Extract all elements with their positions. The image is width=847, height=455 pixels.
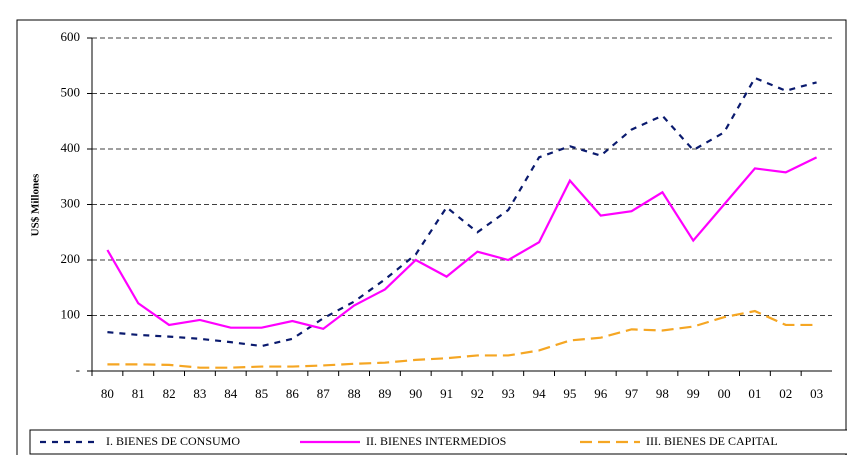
x-tick-label: 88 bbox=[348, 386, 361, 401]
y-tick-label: 100 bbox=[61, 306, 81, 321]
x-tick-label: 92 bbox=[471, 386, 484, 401]
x-tick-label: 84 bbox=[224, 386, 238, 401]
y-tick-label: 300 bbox=[61, 195, 81, 210]
series-line bbox=[106, 156, 818, 331]
series-line bbox=[107, 309, 817, 369]
x-tick-label: 90 bbox=[409, 386, 422, 401]
x-tick-label: 89 bbox=[378, 386, 391, 401]
legend-label: III. BIENES DE CAPITAL bbox=[646, 434, 778, 448]
x-tick-label: 85 bbox=[255, 386, 268, 401]
y-tick-label: - bbox=[76, 362, 80, 377]
y-tick-label: 600 bbox=[61, 29, 81, 44]
x-tick-label: 03 bbox=[810, 386, 823, 401]
x-tick-label: 87 bbox=[317, 386, 331, 401]
x-tick-label: 93 bbox=[502, 386, 515, 401]
x-tick-label: 81 bbox=[132, 386, 145, 401]
x-tick-label: 82 bbox=[163, 386, 176, 401]
x-tick-label: 96 bbox=[594, 386, 608, 401]
legend-label: II. BIENES INTERMEDIOS bbox=[366, 434, 506, 448]
legend-box bbox=[29, 429, 847, 455]
x-tick-label: 94 bbox=[533, 386, 547, 401]
chart-frame bbox=[16, 19, 847, 455]
y-axis-label: US$ Millones bbox=[30, 173, 42, 236]
x-tick-label: 83 bbox=[193, 386, 206, 401]
x-tick-label: 91 bbox=[440, 386, 453, 401]
series-line bbox=[107, 76, 817, 348]
y-tick-label: 500 bbox=[61, 84, 81, 99]
y-tick-label: 400 bbox=[61, 140, 81, 155]
x-tick-label: 98 bbox=[656, 386, 669, 401]
x-tick-label: 86 bbox=[286, 386, 300, 401]
x-tick-label: 80 bbox=[101, 386, 114, 401]
x-tick-label: 00 bbox=[718, 386, 731, 401]
x-tick-label: 99 bbox=[687, 386, 700, 401]
x-tick-label: 02 bbox=[779, 386, 792, 401]
x-tick-label: 01 bbox=[748, 386, 761, 401]
legend-label: I. BIENES DE CONSUMO bbox=[106, 434, 240, 448]
y-tick-label: 200 bbox=[61, 251, 81, 266]
x-tick-label: 95 bbox=[563, 386, 576, 401]
x-tick-label: 97 bbox=[625, 386, 639, 401]
